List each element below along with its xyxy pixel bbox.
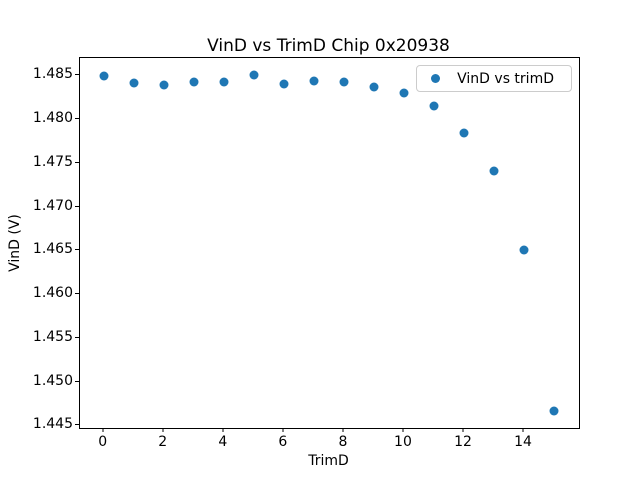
scatter-point: [489, 166, 499, 176]
y-tick-mark: [75, 424, 79, 426]
y-tick-label: 1.460: [32, 285, 73, 302]
x-tick-mark: [402, 428, 404, 432]
scatter-point: [219, 77, 229, 87]
y-tick-label: 1.450: [32, 372, 73, 389]
x-tick-label: 8: [338, 434, 348, 450]
scatter-point: [339, 77, 349, 87]
scatter-point: [459, 128, 469, 138]
y-tick-mark: [75, 161, 79, 163]
y-tick-mark: [75, 74, 79, 76]
chart-title: VinD vs TrimD Chip 0x20938: [207, 36, 450, 56]
x-tick-label: 2: [158, 434, 168, 450]
x-axis-label: TrimD: [308, 453, 349, 469]
y-tick-label: 1.445: [32, 416, 73, 433]
legend-marker-icon: [431, 74, 441, 83]
legend-label: VinD vs trimD: [457, 70, 554, 87]
y-tick-mark: [75, 380, 79, 382]
scatter-point: [369, 82, 379, 92]
y-tick-mark: [75, 205, 79, 207]
x-tick-mark: [522, 428, 524, 432]
x-tick-mark: [162, 428, 164, 432]
x-tick-label: 10: [394, 434, 412, 450]
x-tick-label: 14: [514, 434, 532, 450]
x-tick-label: 6: [278, 434, 288, 450]
scatter-point: [429, 101, 439, 111]
x-tick-mark: [222, 428, 224, 432]
y-tick-mark: [75, 249, 79, 251]
x-tick-label: 12: [454, 434, 472, 450]
x-tick-mark: [102, 428, 104, 432]
scatter-point: [99, 71, 109, 81]
y-tick-mark: [75, 336, 79, 338]
x-tick-mark: [462, 428, 464, 432]
y-tick-label: 1.465: [32, 241, 73, 258]
scatter-point: [159, 80, 169, 90]
x-tick-mark: [342, 428, 344, 432]
y-tick-label: 1.470: [32, 197, 73, 214]
scatter-point: [519, 245, 529, 255]
x-tick-label: 0: [98, 434, 108, 450]
scatter-point: [549, 406, 559, 415]
x-tick-mark: [282, 428, 284, 432]
points-layer: [80, 58, 579, 428]
scatter-point: [279, 79, 289, 89]
y-axis-label: VinD (V): [7, 214, 23, 272]
scatter-point: [189, 77, 199, 87]
y-tick-label: 1.475: [32, 153, 73, 170]
x-tick-label: 4: [218, 434, 228, 450]
legend: VinD vs trimD: [416, 65, 572, 92]
scatter-point: [129, 78, 139, 88]
scatter-point: [399, 88, 409, 98]
plot-area: VinD vs trimD: [79, 57, 580, 429]
scatter-point: [249, 70, 259, 80]
y-tick-mark: [75, 293, 79, 295]
y-tick-label: 1.455: [32, 328, 73, 345]
y-tick-label: 1.480: [32, 110, 73, 127]
scatter-point: [309, 76, 319, 86]
y-tick-label: 1.485: [32, 66, 73, 83]
y-tick-mark: [75, 118, 79, 120]
